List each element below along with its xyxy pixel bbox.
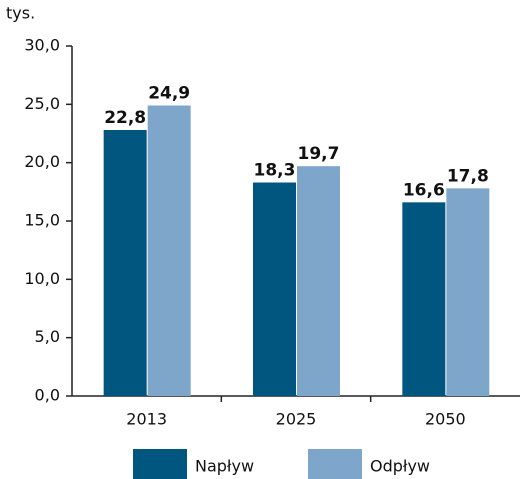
bar: [253, 182, 296, 396]
y-tick-label: 25,0: [24, 94, 60, 113]
value-label: 17,8: [447, 166, 489, 186]
bar: [297, 166, 340, 396]
bar: [446, 188, 490, 396]
value-label: 24,9: [148, 84, 190, 104]
bar: [402, 202, 446, 396]
y-axis-label: tys.: [6, 4, 35, 23]
y-tick-label: 5,0: [35, 327, 60, 346]
x-tick-label: 2013: [126, 410, 167, 429]
value-label: 18,3: [254, 161, 296, 181]
x-tick-label: 2050: [425, 410, 466, 429]
y-tick-label: 30,0: [24, 36, 60, 55]
value-label: 22,8: [104, 108, 146, 128]
y-tick-label: 0,0: [35, 386, 60, 405]
y-tick-label: 20,0: [24, 152, 60, 171]
legend-label: Napływ: [195, 457, 254, 476]
x-tick-label: 2025: [276, 410, 317, 429]
value-label: 19,7: [298, 144, 340, 164]
y-tick-label: 10,0: [24, 269, 60, 288]
legend-label: Odpływ: [370, 457, 430, 476]
value-label: 16,6: [403, 180, 445, 200]
bar: [147, 105, 191, 396]
bar: [103, 130, 147, 396]
y-tick-label: 15,0: [24, 211, 60, 230]
legend-swatch: [133, 449, 187, 479]
legend-swatch: [308, 449, 362, 479]
